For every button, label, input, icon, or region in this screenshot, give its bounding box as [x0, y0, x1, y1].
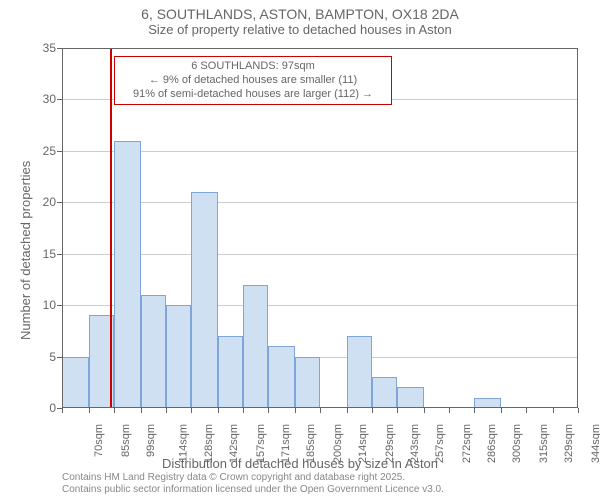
y-tick-mark	[57, 202, 62, 203]
footer-attribution: Contains HM Land Registry data © Crown c…	[62, 472, 444, 496]
y-tick-mark	[57, 99, 62, 100]
plot-border	[62, 48, 578, 408]
y-tick-mark	[57, 305, 62, 306]
x-tick-mark	[89, 408, 90, 413]
y-tick-label: 35	[16, 41, 56, 55]
y-tick-label: 20	[16, 195, 56, 209]
x-tick-mark	[114, 408, 115, 413]
x-tick-mark	[526, 408, 527, 413]
x-tick-mark	[578, 408, 579, 413]
x-tick-mark	[553, 408, 554, 413]
x-tick-mark	[62, 408, 63, 413]
x-tick-label: 85sqm	[120, 424, 132, 457]
footer-line-2: Contains public sector information licen…	[62, 484, 444, 496]
x-tick-mark	[449, 408, 450, 413]
x-tick-label: 70sqm	[93, 424, 105, 457]
x-tick-mark	[191, 408, 192, 413]
x-tick-mark	[320, 408, 321, 413]
y-tick-label: 15	[16, 247, 56, 261]
footer-line-1: Contains HM Land Registry data © Crown c…	[62, 472, 444, 484]
title-line-1: 6, SOUTHLANDS, ASTON, BAMPTON, OX18 2DA	[0, 6, 600, 22]
x-tick-label: 99sqm	[145, 424, 157, 457]
y-tick-mark	[57, 151, 62, 152]
x-axis-label: Distribution of detached houses by size …	[0, 456, 600, 471]
chart-container: 6, SOUTHLANDS, ASTON, BAMPTON, OX18 2DA …	[0, 0, 600, 500]
y-tick-label: 30	[16, 92, 56, 106]
x-tick-mark	[424, 408, 425, 413]
x-tick-mark	[397, 408, 398, 413]
x-tick-mark	[243, 408, 244, 413]
x-tick-mark	[372, 408, 373, 413]
y-tick-label: 10	[16, 298, 56, 312]
y-tick-mark	[57, 48, 62, 49]
x-tick-mark	[501, 408, 502, 413]
x-tick-mark	[474, 408, 475, 413]
x-tick-mark	[218, 408, 219, 413]
x-tick-mark	[268, 408, 269, 413]
x-tick-mark	[295, 408, 296, 413]
chart-title: 6, SOUTHLANDS, ASTON, BAMPTON, OX18 2DA …	[0, 6, 600, 37]
title-line-2: Size of property relative to detached ho…	[0, 22, 600, 37]
x-tick-mark	[141, 408, 142, 413]
x-tick-mark	[347, 408, 348, 413]
y-tick-label: 5	[16, 350, 56, 364]
y-tick-label: 0	[16, 401, 56, 415]
x-tick-mark	[166, 408, 167, 413]
y-tick-mark	[57, 357, 62, 358]
y-tick-label: 25	[16, 144, 56, 158]
y-tick-mark	[57, 254, 62, 255]
plot-area: 6 SOUTHLANDS: 97sqm← 9% of detached hous…	[62, 48, 578, 408]
